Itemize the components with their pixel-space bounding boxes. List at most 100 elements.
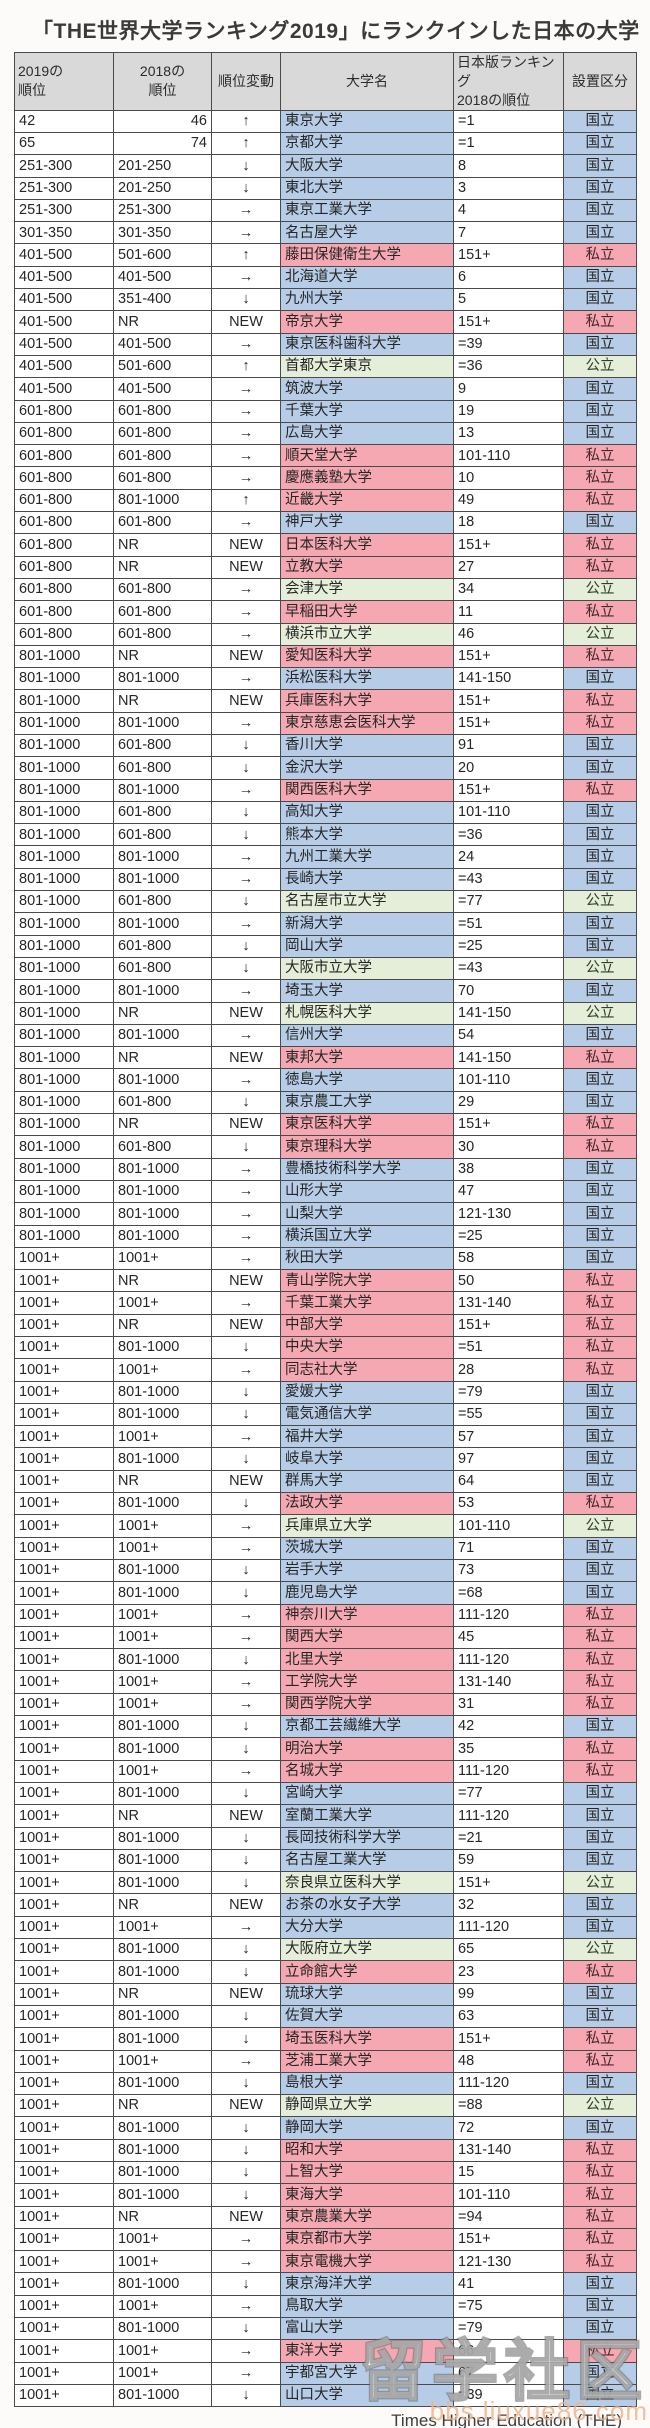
rank-2019-cell: 801-1000 [14,956,114,981]
university-name-cell: 日本医科大学 [280,533,454,557]
rank-2019-cell: 1001+ [14,2183,114,2207]
japan-rank-2018-cell: 151+ [453,689,564,713]
rank-2018-cell: 801-1000 [113,2027,212,2051]
university-name-cell: 東京慈恵会医科大学 [280,711,454,735]
japan-rank-2018-cell: =94 [453,2205,564,2229]
university-name-cell: 東京海洋大学 [280,2272,454,2296]
rank-change-cell: ↓ [211,2138,281,2162]
table-row: 1001+ 801-1000 ↓ 上智大学 15 私立 [14,2160,637,2185]
rank-2018-cell: 1001+ [113,1692,212,1717]
category-cell: 私立 [563,1737,637,1761]
ranking-table: 2019の 順位 2018の 順位 順位変動 大学名 日本版ランキング 2018… [14,52,637,2408]
rank-2018-cell: 601-800 [113,890,212,914]
rank-2018-cell: 1001+ [113,1625,212,1650]
table-row: 1001+ 801-1000 ↓ 明治大学 35 私立 [14,1737,637,1761]
rank-2018-cell: 801-1000 [113,1871,212,1895]
university-name-cell: 近畿大学 [280,488,454,513]
category-cell: 公立 [563,956,637,981]
japan-rank-2018-cell: 29 [453,1090,564,1115]
japan-rank-2018-cell: 47 [453,1179,564,1204]
rank-2019-cell: 1001+ [14,2339,114,2363]
rank-2018-cell: 801-1000 [113,1492,212,1516]
rank-2019-cell: 1001+ [14,2361,114,2385]
category-cell: 国立 [563,867,637,892]
rank-2019-cell: 801-1000 [14,1157,114,1181]
table-row: 801-1000 601-800 ↓ 大阪市立大学 =43 公立 [14,956,637,981]
rank-2019-cell: 1001+ [14,2094,114,2118]
rank-2019-cell: 1001+ [14,1804,114,1828]
rank-change-cell: ↓ [211,1558,281,1583]
rank-2019-cell: 401-500 [14,265,114,290]
table-row: 801-1000 801-1000 → 長崎大学 =43 国立 [14,867,637,892]
university-name-cell: 佐賀大学 [280,2004,454,2029]
japan-rank-2018-cell: 58 [453,1246,564,1271]
university-name-cell: 慶應義塾大学 [280,466,454,490]
table-row: 1001+ 1001+ → 茨城大学 71 国立 [14,1536,637,1560]
university-name-cell: 福井大学 [280,1425,454,1449]
rank-2018-cell: 801-1000 [113,1960,212,1984]
category-cell: 国立 [563,399,637,423]
rank-change-cell: NEW [211,1982,281,2006]
rank-change-cell: → [211,1068,281,1092]
japan-rank-2018-cell: 121-130 [453,2250,564,2274]
university-name-cell: 千葉工業大学 [280,1291,454,1315]
rank-change-cell: ↓ [211,800,281,825]
japan-rank-2018-cell: 151+ [453,2227,564,2252]
rank-change-cell: ↓ [211,1492,281,1516]
rank-change-cell: → [211,221,281,245]
category-cell: 国立 [563,1090,637,1115]
rank-2019-cell: 801-1000 [14,867,114,892]
rank-2019-cell: 801-1000 [14,1046,114,1070]
category-cell: 国立 [563,667,637,691]
table-row: 1001+ 1001+ → 関西学院大学 31 私立 [14,1692,637,1717]
category-cell: 国立 [563,912,637,936]
japan-rank-2018-cell: =21 [453,1826,564,1850]
university-name-cell: 東京農業大学 [280,2205,454,2229]
rank-2019-cell: 1001+ [14,2383,114,2408]
japan-rank-2018-cell: 32 [453,1893,564,1917]
table-row: 801-1000 NR NEW 愛知医科大学 151+ 私立 [14,644,637,669]
rank-2018-cell: 801-1000 [113,845,212,869]
rank-change-cell: ↓ [211,934,281,958]
university-name-cell: 岩手大学 [280,1558,454,1583]
rank-change-cell: ↓ [211,154,281,178]
japan-rank-2018-cell: 151+ [453,2027,564,2051]
rank-2018-cell: 801-1000 [113,867,212,892]
university-name-cell: 茨城大学 [280,1536,454,1560]
university-name-cell: 東邦大学 [280,1046,454,1070]
rank-2019-cell: 801-1000 [14,823,114,847]
rank-change-cell: ↓ [211,2160,281,2185]
table-row: 1001+ 801-1000 ↓ 昭和大学 131-140 私立 [14,2138,637,2162]
rank-2019-cell: 601-800 [14,622,114,646]
university-name-cell: 千葉大学 [280,399,454,423]
rank-2018-cell: 801-1000 [113,488,212,513]
rank-change-cell: → [211,711,281,735]
university-name-cell: 豊橋技術科学大学 [280,1157,454,1181]
table-row: 1001+ 1001+ → 芝浦工業大学 48 私立 [14,2049,637,2073]
university-name-cell: 立命館大学 [280,1960,454,1984]
rank-2018-cell: 801-1000 [113,912,212,936]
rank-2019-cell: 801-1000 [14,1068,114,1092]
rank-2019-cell: 1001+ [14,2205,114,2229]
rank-2019-cell: 1001+ [14,1759,114,1783]
table-row: 1001+ 1001+ → 大分大学 111-120 国立 [14,1915,637,1940]
category-cell: 国立 [563,2383,637,2408]
rank-change-cell: NEW [211,689,281,713]
rank-change-cell: → [211,667,281,691]
rank-2018-cell: 401-500 [113,332,212,356]
rank-2019-cell: 251-300 [14,154,114,178]
rank-2019-cell: 1001+ [14,1893,114,1917]
rank-change-cell: → [211,2294,281,2319]
table-row: 801-1000 801-1000 → 豊橋技術科学大学 38 国立 [14,1157,637,1181]
rank-2019-cell: 65 [14,131,114,156]
table-row: 1001+ 1001+ → 鳥取大学 =75 国立 [14,2294,637,2319]
japan-rank-2018-cell: =51 [453,1335,564,1360]
rank-change-cell: ↓ [211,1960,281,1984]
table-row: 1001+ NR NEW 群馬大学 64 国立 [14,1469,637,1494]
rank-2018-cell: 801-1000 [113,711,212,735]
japan-rank-2018-cell: 20 [453,756,564,780]
rank-change-cell: ↓ [211,1826,281,1850]
rank-2019-cell: 1001+ [14,1313,114,1338]
rank-2019-cell: 1001+ [14,1938,114,1962]
